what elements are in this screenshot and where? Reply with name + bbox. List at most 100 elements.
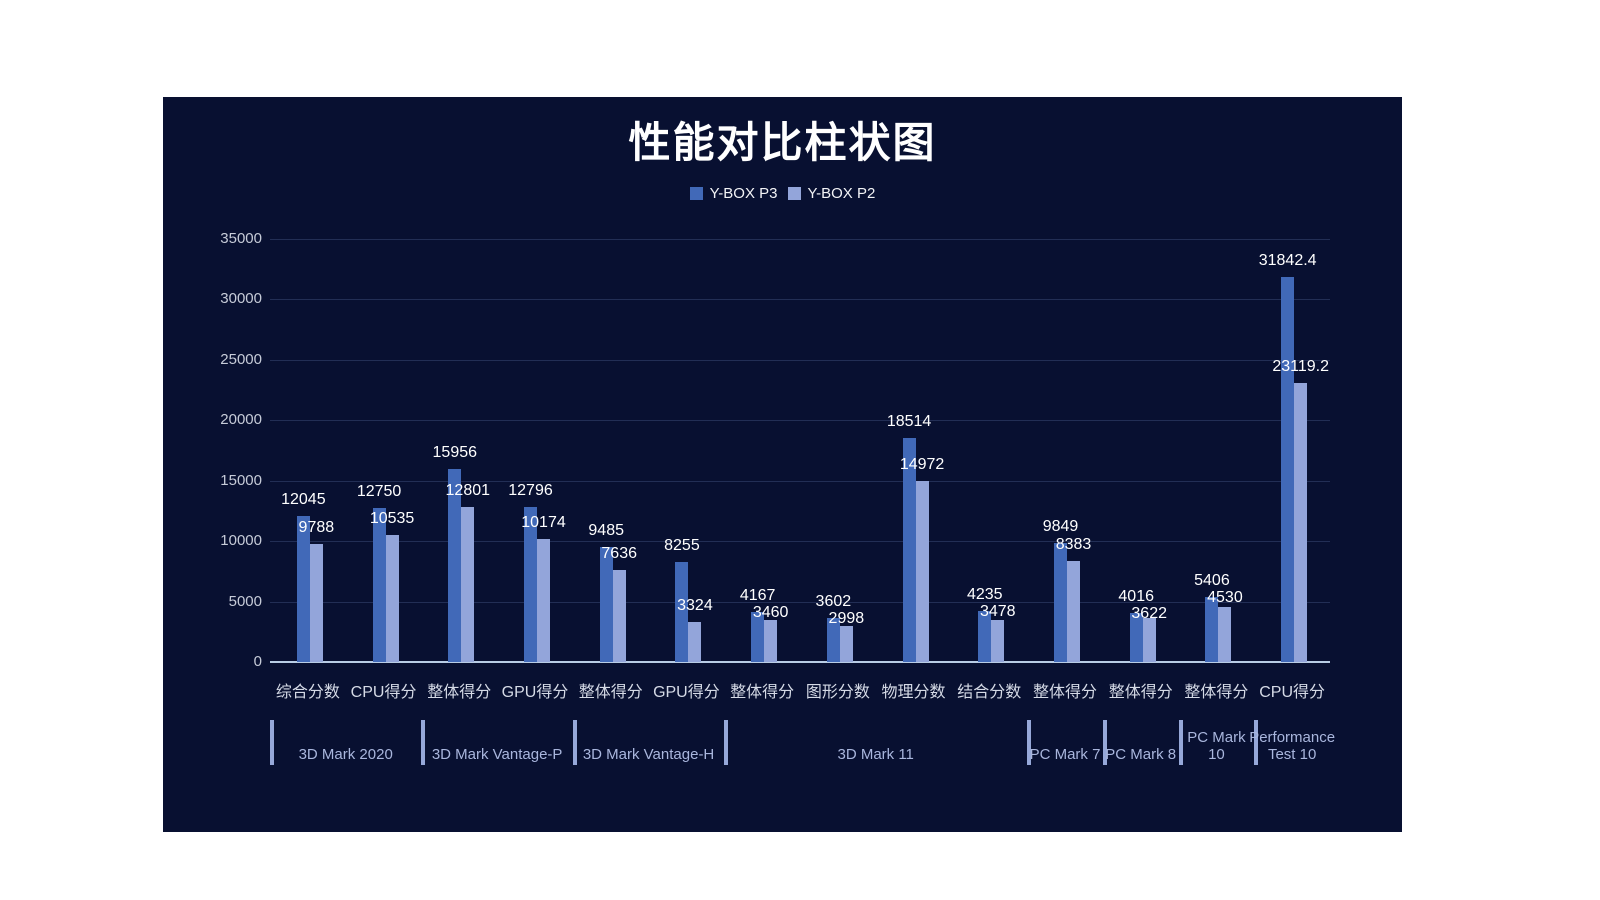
- group-separator: [421, 720, 426, 765]
- bar-y-box-p2[interactable]: [1218, 607, 1232, 662]
- value-label: 9485: [588, 522, 624, 540]
- bar-y-box-p3[interactable]: [978, 610, 992, 662]
- value-label: 3460: [752, 603, 789, 621]
- legend-swatch-p2-icon: [787, 187, 801, 200]
- chart-title: 性能对比柱状图: [628, 119, 937, 166]
- value-label: 18514: [886, 413, 932, 431]
- bar-y-box-p2[interactable]: [915, 481, 929, 662]
- bar-y-box-p2[interactable]: [461, 507, 475, 662]
- bar-y-box-p3[interactable]: [1281, 277, 1295, 662]
- value-label: 3324: [677, 596, 713, 614]
- y-axis-tick-label: 15000: [220, 471, 262, 489]
- bar-y-box-p2[interactable]: [764, 620, 778, 662]
- y-axis-tick-label: 20000: [220, 411, 262, 429]
- value-label: 10174: [521, 514, 566, 532]
- bar-y-box-p3[interactable]: [524, 507, 537, 662]
- gridline: [270, 359, 1330, 361]
- bar-y-box-p2[interactable]: [537, 539, 550, 662]
- bar-y-box-p3[interactable]: [599, 547, 613, 662]
- value-label: 12045: [281, 491, 326, 509]
- bar-y-box-p2[interactable]: [1142, 618, 1156, 662]
- category-label: 结合分数: [957, 684, 1022, 701]
- bar-y-box-p2[interactable]: [991, 619, 1005, 662]
- category-label: 整体得分: [427, 684, 492, 701]
- value-label: 10535: [369, 509, 415, 527]
- legend-item-y-box-p3[interactable]: Y-BOX P3: [689, 185, 778, 202]
- value-label: 9849: [1042, 517, 1079, 535]
- bar-y-box-p2[interactable]: [309, 543, 323, 662]
- bar-y-box-p2[interactable]: [839, 625, 853, 662]
- chart-panel: 性能对比柱状图 Y-BOX P3 Y-BOX P2 0 5000 10000 1500…: [163, 97, 1402, 832]
- group-label: PC Mark 10: [1187, 729, 1246, 763]
- y-axis-tick-label: 30000: [220, 290, 262, 308]
- value-label: 3478: [979, 602, 1016, 620]
- value-label: 2998: [828, 610, 865, 628]
- group-label: PC Mark 7: [1029, 746, 1101, 763]
- group-separator: [1254, 720, 1259, 765]
- gridline: [270, 480, 1330, 482]
- category-label: CPU得分: [350, 684, 417, 701]
- category-label: 图形分数: [805, 684, 870, 701]
- bar-y-box-p3[interactable]: [751, 611, 765, 662]
- value-label: 31842.4: [1258, 252, 1317, 270]
- group-separator: [1178, 720, 1183, 765]
- category-label: 整体得分: [1108, 684, 1173, 701]
- bar-y-box-p3[interactable]: [372, 507, 386, 662]
- legend-item-y-box-p2[interactable]: Y-BOX P2: [787, 185, 875, 202]
- bar-y-box-p3[interactable]: [1129, 613, 1143, 662]
- value-label: 4167: [739, 586, 776, 604]
- legend: Y-BOX P3 Y-BOX P2: [163, 185, 1402, 202]
- group-label: Performance Test 10: [1249, 729, 1336, 763]
- value-label: 4016: [1118, 588, 1154, 606]
- value-label: 12796: [508, 482, 553, 500]
- bar-y-box-p2[interactable]: [688, 621, 702, 662]
- legend-swatch-p3-icon: [689, 187, 703, 200]
- value-label: 4235: [966, 585, 1003, 603]
- group-label: 3D Mark 11: [837, 746, 914, 763]
- group-label: 3D Mark 2020: [298, 746, 393, 763]
- category-label: 整体得分: [1032, 684, 1097, 701]
- bar-y-box-p2[interactable]: [1067, 560, 1080, 662]
- value-label: 14972: [899, 456, 945, 474]
- value-label: 9788: [298, 518, 335, 536]
- bar-y-box-p3[interactable]: [826, 618, 840, 662]
- bar-y-box-p3[interactable]: [1054, 542, 1067, 662]
- category-label: 整体得分: [1184, 684, 1249, 701]
- category-label: 物理分数: [881, 684, 946, 701]
- value-label: 8255: [664, 537, 700, 555]
- gridline: [270, 541, 1330, 543]
- category-label: GPU得分: [653, 684, 720, 701]
- gridline: [270, 239, 1330, 240]
- bar-y-box-p2[interactable]: [385, 534, 399, 662]
- group-label: 3D Mark Vantage-P: [431, 746, 563, 763]
- bar-y-box-p2[interactable]: [1294, 382, 1308, 662]
- category-label: 整体得分: [578, 684, 643, 701]
- y-axis-tick-label: 25000: [220, 350, 262, 368]
- category-label: 综合分数: [275, 684, 340, 701]
- bar-y-box-p2[interactable]: [612, 569, 626, 662]
- value-label: 3622: [1131, 605, 1167, 623]
- y-axis-tick-label: 10000: [220, 532, 262, 550]
- value-label: 8383: [1055, 535, 1092, 553]
- plot-area: 0 5000 10000 15000 20000 25000 30000 35000 12045…: [163, 97, 1402, 832]
- y-axis-tick-label: 35000: [220, 230, 262, 247]
- gridline: [270, 299, 1330, 301]
- group-separator: [572, 720, 577, 765]
- group-label: PC Mark 8: [1105, 746, 1177, 763]
- bar-y-box-p3[interactable]: [448, 469, 462, 662]
- value-label: 15956: [432, 444, 478, 462]
- value-label: 12750: [356, 482, 402, 500]
- value-label: 12801: [445, 482, 491, 500]
- group-separator: [270, 720, 274, 765]
- bar-y-box-p3[interactable]: [296, 516, 310, 662]
- value-label: 3602: [815, 593, 852, 611]
- group-separator: [1027, 720, 1032, 765]
- bar-y-box-p3[interactable]: [902, 438, 916, 662]
- bar-y-box-p3[interactable]: [1205, 596, 1219, 662]
- legend-label-p3: Y-BOX P3: [709, 185, 778, 202]
- y-axis-tick-label: 0: [253, 653, 262, 670]
- group-separator: [724, 720, 729, 765]
- bar-y-box-p3[interactable]: [675, 562, 689, 662]
- value-label: 4530: [1207, 588, 1243, 606]
